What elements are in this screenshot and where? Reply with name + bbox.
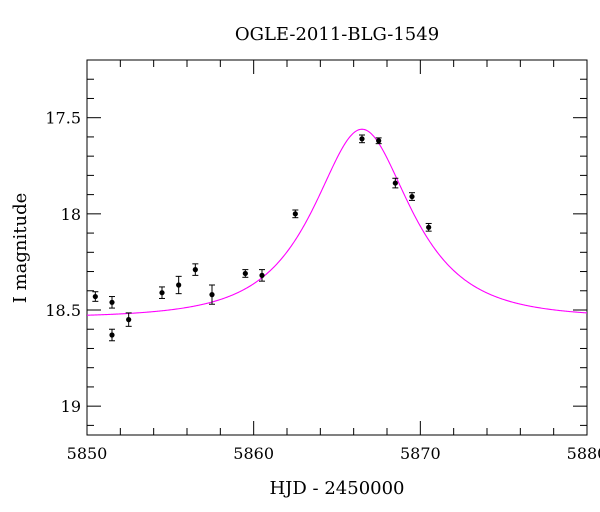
data-point <box>359 134 365 144</box>
y-tick-label: 18 <box>61 205 81 224</box>
data-point-marker <box>176 282 182 288</box>
data-point <box>192 263 199 276</box>
data-point-marker <box>159 290 165 296</box>
data-point <box>392 177 399 189</box>
x-tick-label: 5880 <box>567 444 600 463</box>
data-point-marker <box>209 292 215 298</box>
x-tick-label: 5870 <box>400 444 441 463</box>
y-tick-label: 17.5 <box>45 109 81 128</box>
y-axis-label: I magnitude <box>10 193 31 304</box>
data-point-marker <box>376 138 382 144</box>
data-point <box>259 269 265 282</box>
data-point <box>375 137 382 145</box>
data-points <box>92 134 432 342</box>
data-point <box>92 291 99 302</box>
x-tick-label: 5850 <box>67 444 108 463</box>
data-point <box>409 192 415 201</box>
data-point <box>242 269 249 278</box>
data-point-marker <box>192 267 198 273</box>
data-point-marker <box>92 293 98 300</box>
data-point <box>125 312 132 327</box>
data-point-marker <box>109 299 115 305</box>
data-point-marker <box>242 270 248 277</box>
data-point-marker <box>126 317 132 323</box>
data-point <box>425 222 432 232</box>
data-point <box>159 286 165 299</box>
data-point-marker <box>259 272 265 278</box>
data-point-marker <box>409 193 415 200</box>
data-point <box>109 296 115 309</box>
axis-ticks <box>86 59 588 435</box>
plot-frame <box>86 59 588 436</box>
data-point <box>292 209 299 219</box>
x-axis-label: HJD - 2450000 <box>269 478 404 499</box>
y-tick-label: 19 <box>61 397 81 416</box>
chart-title: OGLE-2011-BLG-1549 <box>235 24 439 45</box>
axis-tick-labels: 5850 5860 5870 5880 17.5 18 18.5 19 <box>45 109 600 463</box>
data-point-marker <box>109 332 115 338</box>
x-tick-label: 5860 <box>233 444 274 463</box>
data-point <box>209 284 215 305</box>
data-point-marker <box>359 136 365 142</box>
data-point-marker <box>426 224 432 230</box>
model-fit-curve <box>86 128 588 316</box>
data-point <box>109 328 115 342</box>
data-point-marker <box>392 180 398 186</box>
data-point <box>175 275 182 295</box>
y-tick-label: 18.5 <box>45 301 81 320</box>
data-point-marker <box>292 211 298 217</box>
